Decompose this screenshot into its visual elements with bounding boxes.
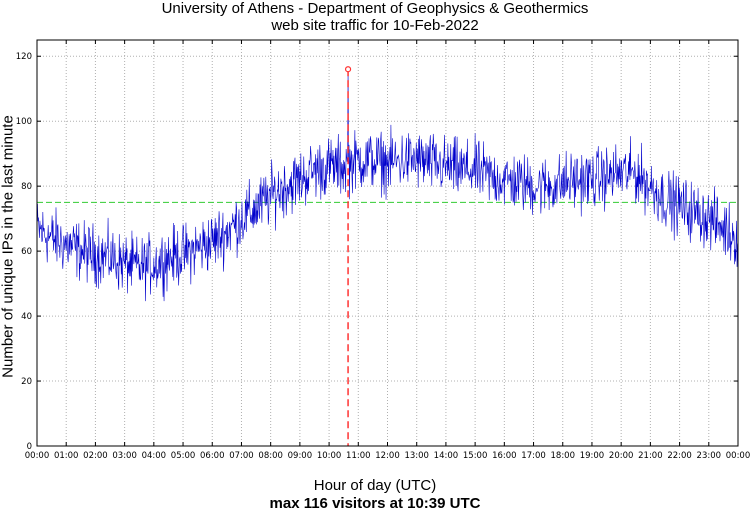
traffic-series-line: [36, 69, 739, 302]
x-tick-label: 12:00: [375, 451, 400, 461]
x-tick-label: 11:00: [346, 451, 371, 461]
x-tick-label: 13:00: [404, 451, 429, 461]
x-tick-label: 17:00: [521, 451, 546, 461]
x-tick-label: 21:00: [638, 451, 663, 461]
x-tick-label: 01:00: [54, 451, 79, 461]
x-tick-label: 14:00: [434, 451, 459, 461]
x-tick-label: 10:00: [317, 451, 342, 461]
x-tick-label: 15:00: [463, 451, 488, 461]
max-visitors-summary: max 116 visitors at 10:39 UTC: [269, 495, 481, 512]
chart-subtitle: web site traffic for 10-Feb-2022: [271, 17, 479, 34]
y-tick-label: 60: [21, 247, 32, 257]
x-tick-label: 09:00: [288, 451, 313, 461]
x-tick-label: 20:00: [609, 451, 634, 461]
plot-area: [37, 40, 738, 446]
x-tick-label: 02:00: [83, 451, 108, 461]
y-tick-label: 80: [21, 182, 32, 192]
x-tick-label: 06:00: [200, 451, 225, 461]
x-tick-label: 16:00: [492, 451, 517, 461]
x-tick-label: 00:00: [726, 451, 750, 461]
x-tick-label: 04:00: [142, 451, 167, 461]
x-tick-label: 00:00: [25, 451, 50, 461]
x-tick-label: 05:00: [171, 451, 196, 461]
max-marker-point: [344, 66, 352, 73]
x-tick-label: 23:00: [697, 451, 722, 461]
x-tick-label: 07:00: [229, 451, 254, 461]
x-tick-label: 08:00: [258, 451, 283, 461]
y-tick-label: 40: [21, 312, 32, 322]
x-tick-label: 03:00: [112, 451, 137, 461]
y-tick-label: 120: [16, 52, 32, 62]
x-tick-label: 22:00: [667, 451, 692, 461]
x-tick-label: 18:00: [551, 451, 576, 461]
x-tick-label: 19:00: [580, 451, 605, 461]
y-tick-label: 0: [27, 442, 32, 452]
plot-frame: [36, 39, 739, 447]
x-axis-label: Hour of day (UTC): [313, 477, 437, 494]
y-tick-label: 20: [21, 377, 32, 387]
chart-title: University of Athens - Department of Geo…: [161, 0, 589, 17]
y-tick-label: 100: [16, 117, 32, 127]
